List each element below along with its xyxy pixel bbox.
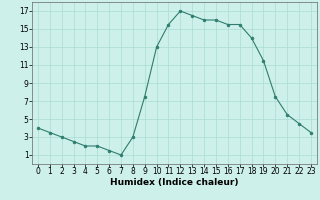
X-axis label: Humidex (Indice chaleur): Humidex (Indice chaleur) bbox=[110, 178, 239, 187]
